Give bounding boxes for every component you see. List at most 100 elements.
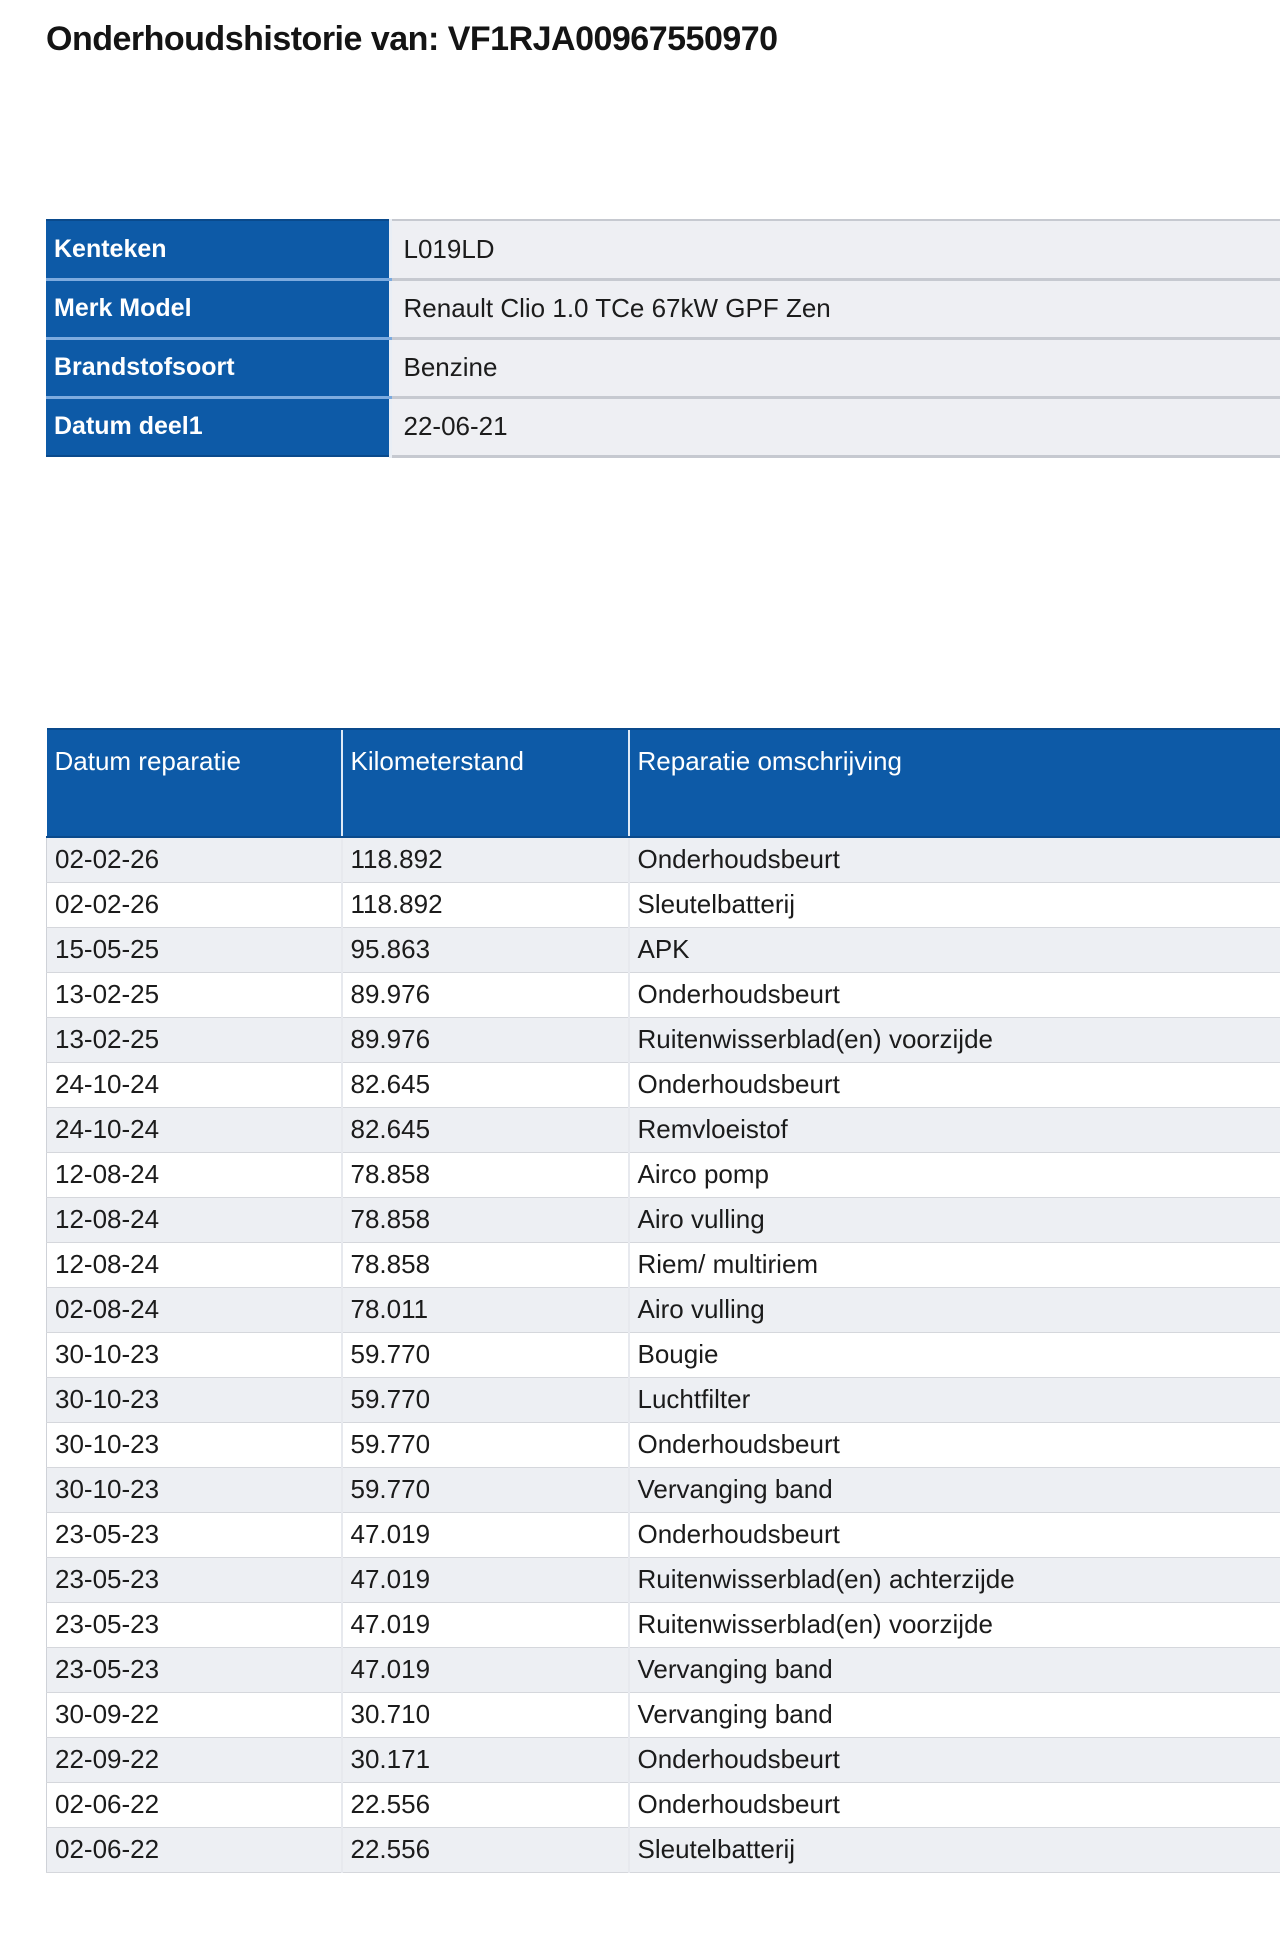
repair-description-cell: Onderhoudsbeurt — [627, 1422, 1280, 1468]
service-history-row: 15-05-25 95.863 APK — [46, 927, 1280, 973]
vehicle-info-body: Kenteken L019LD Merk Model Renault Clio 1.0… — [46, 219, 1280, 458]
service-history-row: 23-05-23 47.019 Vervanging band — [46, 1647, 1280, 1693]
vehicle-info-value: Benzine — [390, 337, 1280, 399]
repair-description-cell: Airco pomp — [627, 1152, 1280, 1198]
vehicle-info-label: Datum deel1 — [46, 396, 392, 457]
service-history-row: 24-10-24 82.645 Onderhoudsbeurt — [46, 1062, 1280, 1108]
mileage-cell: 89.976 — [340, 1017, 629, 1063]
mileage-cell: 82.645 — [340, 1107, 629, 1153]
mileage-cell: 118.892 — [340, 882, 629, 928]
repair-date-cell: 30-10-23 — [46, 1422, 342, 1468]
repair-description-cell: Onderhoudsbeurt — [627, 972, 1280, 1018]
repair-date-cell: 15-05-25 — [46, 927, 342, 973]
service-history-row: 22-09-22 30.171 Onderhoudsbeurt — [46, 1737, 1280, 1783]
service-history-body: 02-02-26 118.892 Onderhoudsbeurt 02-02-26 11… — [46, 837, 1280, 1873]
mileage-cell: 47.019 — [340, 1557, 629, 1603]
service-history-row: 12-08-24 78.858 Airco pomp — [46, 1152, 1280, 1198]
mileage-cell: 78.011 — [340, 1287, 629, 1333]
repair-description-cell: Ruitenwisserblad(en) voorzijde — [627, 1602, 1280, 1648]
vehicle-info-label: Kenteken — [46, 219, 392, 281]
mileage-cell: 22.556 — [340, 1827, 629, 1873]
mileage-cell: 59.770 — [340, 1377, 629, 1423]
repair-description-cell: Ruitenwisserblad(en) voorzijde — [627, 1017, 1280, 1063]
repair-date-cell: 23-05-23 — [46, 1557, 342, 1603]
repair-date-cell: 24-10-24 — [46, 1107, 342, 1153]
mileage-cell: 30.171 — [340, 1737, 629, 1783]
service-history-row: 02-02-26 118.892 Onderhoudsbeurt — [46, 837, 1280, 883]
repair-date-cell: 30-10-23 — [46, 1467, 342, 1513]
mileage-cell: 118.892 — [340, 837, 629, 883]
repair-date-cell: 30-09-22 — [46, 1692, 342, 1738]
mileage-cell: 95.863 — [340, 927, 629, 973]
vehicle-info-value: L019LD — [390, 219, 1280, 281]
mileage-cell: 82.645 — [340, 1062, 629, 1108]
service-history-row: 23-05-23 47.019 Onderhoudsbeurt — [46, 1512, 1280, 1558]
repair-date-cell: 12-08-24 — [46, 1152, 342, 1198]
service-history-row: 30-10-23 59.770 Luchtfilter — [46, 1377, 1280, 1423]
repair-date-cell: 23-05-23 — [46, 1512, 342, 1558]
repair-date-cell: 22-09-22 — [46, 1737, 342, 1783]
service-history-row: 12-08-24 78.858 Riem/ multiriem — [46, 1242, 1280, 1288]
repair-date-cell: 02-06-22 — [46, 1782, 342, 1828]
mileage-cell: 30.710 — [340, 1692, 629, 1738]
repair-description-cell: Vervanging band — [627, 1467, 1280, 1513]
repair-description-cell: Onderhoudsbeurt — [627, 1512, 1280, 1558]
repair-description-cell: Sleutelbatterij — [627, 1827, 1280, 1873]
service-history-row: 02-02-26 118.892 Sleutelbatterij — [46, 882, 1280, 928]
vehicle-info-table: Kenteken L019LD Merk Model Renault Clio 1.0… — [46, 219, 1280, 458]
vehicle-info-label: Merk Model — [46, 278, 392, 340]
vehicle-info-row: Brandstofsoort Benzine — [46, 337, 1280, 399]
repair-description-cell: Vervanging band — [627, 1647, 1280, 1693]
mileage-cell: 59.770 — [340, 1422, 629, 1468]
vehicle-info-row: Merk Model Renault Clio 1.0 TCe 67kW GPF … — [46, 278, 1280, 340]
service-history-row: 02-08-24 78.011 Airo vulling — [46, 1287, 1280, 1333]
repair-description-cell: Onderhoudsbeurt — [627, 1782, 1280, 1828]
mileage-cell: 59.770 — [340, 1467, 629, 1513]
service-history-row: 23-05-23 47.019 Ruitenwisserblad(en) achte… — [46, 1557, 1280, 1603]
repair-description-cell: Remvloeistof — [627, 1107, 1280, 1153]
repair-description-cell: Airo vulling — [627, 1287, 1280, 1333]
repair-description-cell: Onderhoudsbeurt — [627, 837, 1280, 883]
service-history-row: 23-05-23 47.019 Ruitenwisserblad(en) voorz… — [46, 1602, 1280, 1648]
column-header-datum-reparatie: Datum reparatie — [46, 728, 342, 838]
vehicle-info-value: Renault Clio 1.0 TCe 67kW GPF Zen — [390, 278, 1280, 340]
service-history-row: 30-10-23 59.770 Bougie — [46, 1332, 1280, 1378]
repair-description-cell: Vervanging band — [627, 1692, 1280, 1738]
repair-date-cell: 23-05-23 — [46, 1647, 342, 1693]
repair-description-cell: Bougie — [627, 1332, 1280, 1378]
repair-description-cell: Luchtfilter — [627, 1377, 1280, 1423]
vehicle-info-row: Kenteken L019LD — [46, 219, 1280, 281]
service-history-row: 02-06-22 22.556 Sleutelbatterij — [46, 1827, 1280, 1873]
mileage-cell: 59.770 — [340, 1332, 629, 1378]
repair-description-cell: APK — [627, 927, 1280, 973]
service-history-row: 02-06-22 22.556 Onderhoudsbeurt — [46, 1782, 1280, 1828]
repair-description-cell: Onderhoudsbeurt — [627, 1737, 1280, 1783]
vehicle-info-label: Brandstofsoort — [46, 337, 392, 399]
repair-date-cell: 30-10-23 — [46, 1332, 342, 1378]
service-history-table: Datum reparatie Kilometerstand Reparatie… — [46, 728, 1280, 1873]
mileage-cell: 78.858 — [340, 1197, 629, 1243]
repair-date-cell: 02-02-26 — [46, 837, 342, 883]
repair-description-cell: Riem/ multiriem — [627, 1242, 1280, 1288]
page-title: Onderhoudshistorie van: VF1RJA0096755097… — [46, 20, 778, 58]
repair-description-cell: Ruitenwisserblad(en) achterzijde — [627, 1557, 1280, 1603]
service-history-row: 24-10-24 82.645 Remvloeistof — [46, 1107, 1280, 1153]
repair-description-cell: Airo vulling — [627, 1197, 1280, 1243]
vehicle-info-row: Datum deel1 22-06-21 — [46, 396, 1280, 458]
repair-description-cell: Sleutelbatterij — [627, 882, 1280, 928]
repair-date-cell: 13-02-25 — [46, 972, 342, 1018]
repair-description-cell: Onderhoudsbeurt — [627, 1062, 1280, 1108]
mileage-cell: 78.858 — [340, 1242, 629, 1288]
repair-date-cell: 13-02-25 — [46, 1017, 342, 1063]
service-history-header-row: Datum reparatie Kilometerstand Reparatie… — [46, 728, 1280, 838]
repair-date-cell: 30-10-23 — [46, 1377, 342, 1423]
service-history-row: 13-02-25 89.976 Ruitenwisserblad(en) voorz… — [46, 1017, 1280, 1063]
mileage-cell: 78.858 — [340, 1152, 629, 1198]
mileage-cell: 89.976 — [340, 972, 629, 1018]
repair-date-cell: 02-08-24 — [46, 1287, 342, 1333]
mileage-cell: 47.019 — [340, 1512, 629, 1558]
mileage-cell: 47.019 — [340, 1647, 629, 1693]
repair-date-cell: 02-02-26 — [46, 882, 342, 928]
repair-date-cell: 23-05-23 — [46, 1602, 342, 1648]
